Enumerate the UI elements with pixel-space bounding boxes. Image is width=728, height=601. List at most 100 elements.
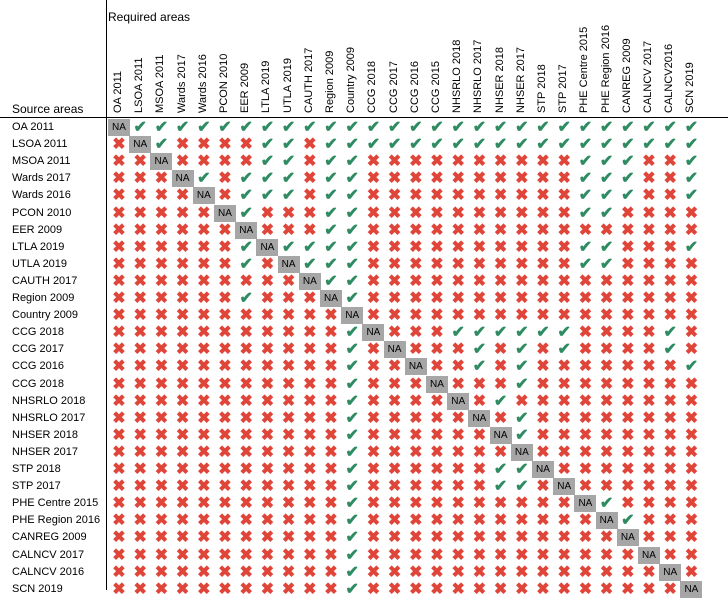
cross-icon: ✖ (324, 409, 338, 427)
check-icon: ✔ (345, 272, 359, 290)
cross-icon: ✖ (409, 153, 423, 171)
check-icon: ✔ (175, 119, 190, 136)
cross-icon: ✖ (133, 187, 147, 205)
cross-icon: ✖ (218, 324, 232, 342)
check-icon: ✔ (324, 170, 338, 188)
cross-icon: ✖ (133, 341, 147, 359)
check-icon: ✔ (621, 512, 635, 530)
cross-icon: ✖ (387, 221, 402, 239)
cross-icon: ✖ (281, 563, 296, 581)
check-icon: ✔ (578, 255, 593, 273)
cross-icon: ✖ (493, 238, 508, 256)
cross-icon: ✖ (175, 358, 190, 376)
cross-icon: ✖ (197, 290, 211, 307)
cross-icon: ✖ (472, 461, 487, 478)
check-icon: ✔ (239, 187, 253, 205)
cross-icon: ✖ (451, 546, 465, 564)
cross-icon: ✖ (154, 443, 169, 461)
check-icon: ✔ (239, 238, 253, 256)
check-icon: ✔ (133, 119, 147, 136)
cross-icon: ✖ (281, 324, 296, 342)
cross-icon: ✖ (387, 461, 402, 478)
cross-icon: ✖ (112, 529, 126, 547)
cross-icon: ✖ (175, 272, 190, 290)
cross-icon: ✖ (387, 529, 402, 547)
cross-icon: ✖ (409, 580, 423, 598)
check-icon: ✔ (493, 478, 508, 496)
cross-icon: ✖ (451, 153, 465, 171)
cross-icon: ✖ (493, 170, 508, 188)
cross-icon: ✖ (218, 290, 232, 307)
cross-icon: ✖ (303, 221, 317, 239)
cross-icon: ✖ (599, 409, 614, 427)
cross-icon: ✖ (557, 153, 571, 171)
cross-icon: ✖ (557, 358, 571, 376)
cross-icon: ✖ (557, 272, 571, 290)
cross-icon: ✖ (281, 272, 296, 290)
cross-icon: ✖ (493, 529, 508, 547)
cross-icon: ✖ (642, 187, 656, 205)
check-icon: ✔ (345, 341, 359, 359)
cross-icon: ✖ (133, 153, 147, 171)
cross-icon: ✖ (303, 443, 317, 461)
cross-icon: ✖ (154, 290, 169, 307)
cross-icon: ✖ (112, 546, 126, 564)
cross-icon: ✖ (133, 375, 147, 393)
cross-icon: ✖ (663, 153, 677, 171)
cross-icon: ✖ (642, 170, 656, 188)
cross-icon: ✖ (154, 204, 169, 222)
cross-icon: ✖ (260, 443, 275, 461)
column-header: Wards 2017 (175, 54, 188, 113)
cross-icon: ✖ (599, 272, 614, 290)
check-icon: ✔ (197, 119, 211, 136)
cross-icon: ✖ (197, 443, 211, 461)
cross-icon: ✖ (684, 563, 699, 581)
cross-icon: ✖ (197, 495, 211, 513)
check-icon: ✔ (345, 512, 359, 530)
check-icon: ✔ (621, 153, 635, 171)
cross-icon: ✖ (175, 546, 190, 564)
column-header: STP 2017 (557, 64, 570, 113)
cross-icon: ✖ (387, 375, 402, 393)
cross-icon: ✖ (133, 392, 147, 410)
check-icon: ✔ (324, 204, 338, 222)
cross-icon: ✖ (133, 358, 147, 376)
cross-icon: ✖ (281, 358, 296, 376)
cross-icon: ✖ (154, 375, 169, 393)
na-cell: NA (595, 512, 618, 530)
cross-icon: ✖ (197, 153, 211, 171)
cross-icon: ✖ (621, 495, 635, 513)
cross-icon: ✖ (493, 307, 508, 325)
cross-icon: ✖ (239, 392, 253, 410)
cross-icon: ✖ (684, 512, 699, 530)
cross-icon: ✖ (387, 409, 402, 427)
cross-icon: ✖ (197, 529, 211, 547)
cross-icon: ✖ (472, 546, 487, 564)
cross-icon: ✖ (557, 221, 571, 239)
cross-icon: ✖ (663, 187, 677, 205)
check-icon: ✔ (260, 119, 275, 136)
cross-icon: ✖ (472, 170, 487, 188)
cross-icon: ✖ (430, 324, 444, 342)
cross-icon: ✖ (684, 426, 699, 444)
row-header: NHSRLO 2018 (12, 394, 86, 407)
cross-icon: ✖ (493, 221, 508, 239)
cross-icon: ✖ (175, 426, 190, 444)
cross-icon: ✖ (239, 341, 253, 359)
check-icon: ✔ (684, 153, 699, 171)
cross-icon: ✖ (324, 563, 338, 581)
cross-icon: ✖ (684, 478, 699, 496)
cross-icon: ✖ (578, 563, 593, 581)
cross-icon: ✖ (515, 153, 529, 171)
na-cell: NA (341, 307, 364, 325)
check-icon: ✔ (345, 204, 359, 222)
check-icon: ✔ (324, 238, 338, 256)
cross-icon: ✖ (621, 443, 635, 461)
cross-icon: ✖ (578, 529, 593, 547)
vertical-divider (106, 0, 107, 590)
cross-icon: ✖ (451, 409, 465, 427)
na-cell: NA (510, 443, 533, 461)
column-header: CCG 2018 (366, 61, 379, 113)
check-icon: ✔ (430, 119, 444, 136)
cross-icon: ✖ (175, 324, 190, 342)
